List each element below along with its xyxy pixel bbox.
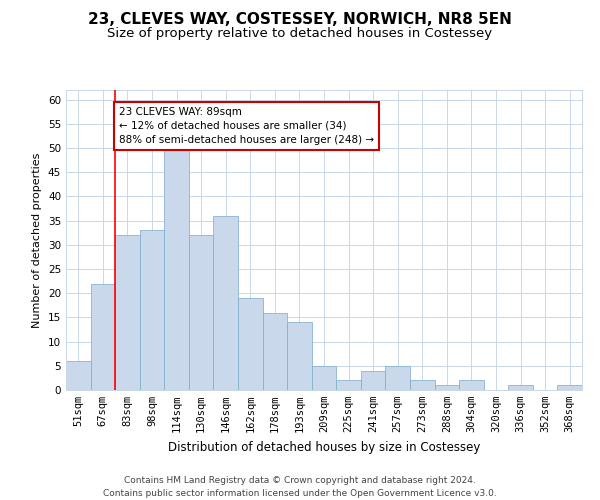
Text: Size of property relative to detached houses in Costessey: Size of property relative to detached ho… bbox=[107, 28, 493, 40]
Bar bbox=[508, 385, 533, 390]
Bar bbox=[189, 235, 214, 390]
Bar bbox=[214, 216, 238, 390]
Bar bbox=[385, 366, 410, 390]
Text: 23, CLEVES WAY, COSTESSEY, NORWICH, NR8 5EN: 23, CLEVES WAY, COSTESSEY, NORWICH, NR8 … bbox=[88, 12, 512, 28]
Bar bbox=[91, 284, 115, 390]
Bar bbox=[287, 322, 312, 390]
Text: 23 CLEVES WAY: 89sqm
← 12% of detached houses are smaller (34)
88% of semi-detac: 23 CLEVES WAY: 89sqm ← 12% of detached h… bbox=[119, 107, 374, 145]
X-axis label: Distribution of detached houses by size in Costessey: Distribution of detached houses by size … bbox=[168, 440, 480, 454]
Bar bbox=[557, 385, 582, 390]
Bar bbox=[164, 148, 189, 390]
Bar bbox=[312, 366, 336, 390]
Bar bbox=[410, 380, 434, 390]
Bar bbox=[434, 385, 459, 390]
Bar bbox=[140, 230, 164, 390]
Bar bbox=[66, 361, 91, 390]
Bar bbox=[238, 298, 263, 390]
Bar bbox=[263, 312, 287, 390]
Bar bbox=[115, 235, 140, 390]
Y-axis label: Number of detached properties: Number of detached properties bbox=[32, 152, 43, 328]
Text: Contains HM Land Registry data © Crown copyright and database right 2024.
Contai: Contains HM Land Registry data © Crown c… bbox=[103, 476, 497, 498]
Bar bbox=[459, 380, 484, 390]
Bar bbox=[361, 370, 385, 390]
Bar bbox=[336, 380, 361, 390]
